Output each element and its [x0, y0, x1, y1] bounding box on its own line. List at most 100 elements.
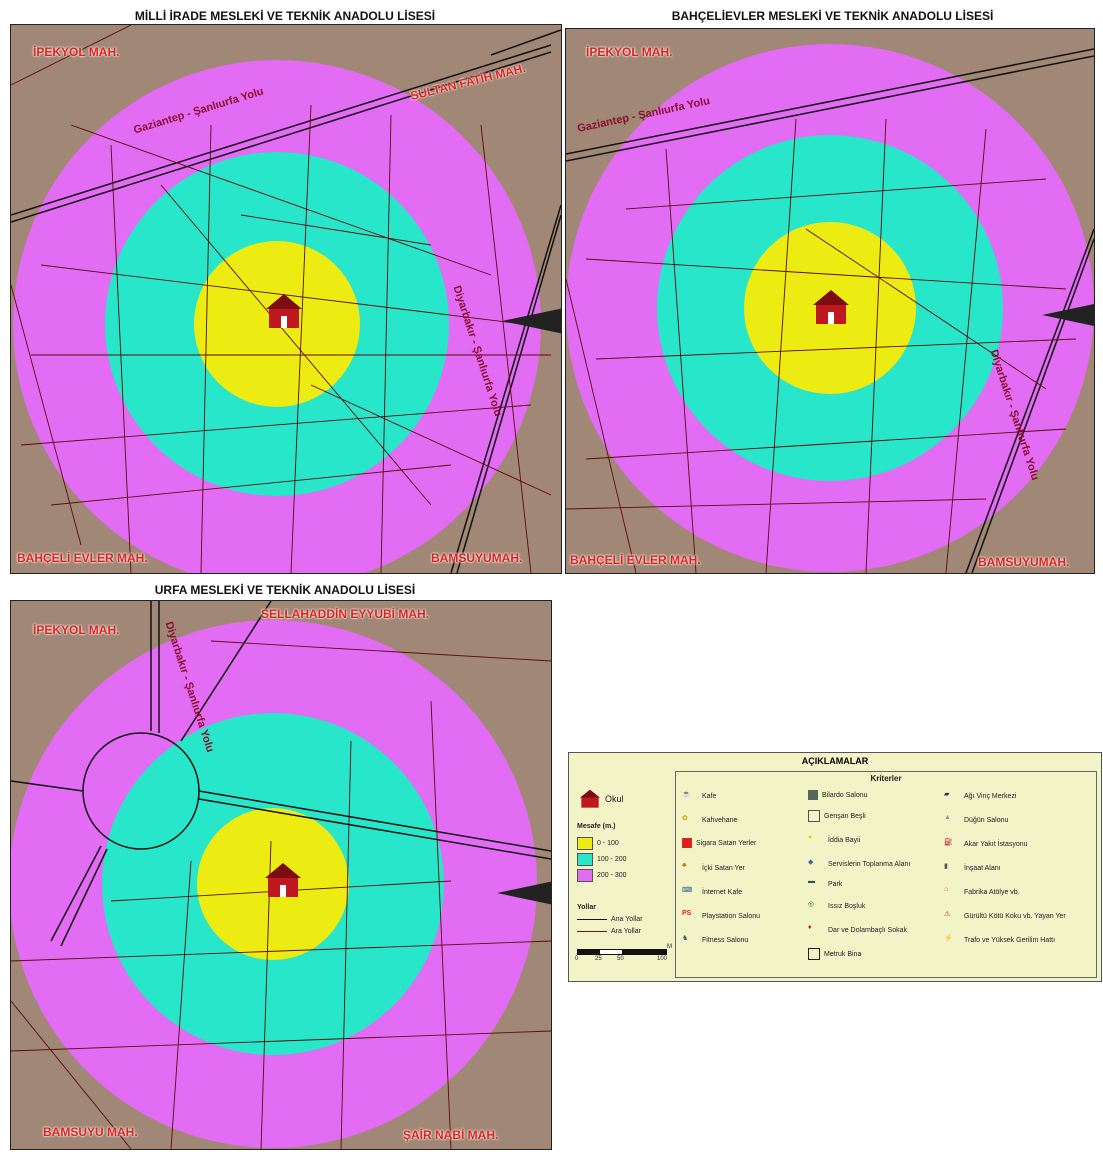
- distance-title: Mesafe (m.): [577, 823, 616, 830]
- mah-label: ŞAİR NABİ MAH.: [403, 1128, 499, 1142]
- minor-roads: [11, 25, 552, 573]
- legend-item-label: Düğün Salonu: [964, 816, 1009, 824]
- legend: AÇIKLAMALAR Okul Mesafe (m.) 0 - 100 100…: [568, 752, 1102, 982]
- mah-label: BAMSUYU MAH.: [43, 1125, 138, 1139]
- power-line-icon: ⚡: [944, 935, 953, 942]
- minor-roads: [11, 640, 551, 1149]
- legend-distance: 100 - 200: [577, 853, 627, 866]
- panel-title-2: BAHÇELİEVLER MESLEKİ VE TEKNİK ANADOLU L…: [671, 9, 994, 23]
- legend-item: ☕ Kafe: [682, 790, 716, 802]
- mah-label: BAMSUYUMAH.: [431, 551, 523, 565]
- legend-item-label: Bilardo Salonu: [822, 791, 868, 799]
- scale-bar: [577, 949, 667, 955]
- scale-tick: 50: [617, 956, 624, 962]
- narrow-street-icon: ♦: [808, 924, 812, 931]
- school-icon: [813, 290, 849, 324]
- legend-item: ⚠ Gürültü Kötü Koku vb. Yayan Yer: [944, 910, 1066, 922]
- map-panel-2: İPEKYOL MAH. BAHÇELİ EVLER MAH. BAMSUYUM…: [565, 28, 1095, 574]
- scale-tick: 100: [657, 956, 668, 962]
- road-type-label: Ara Yollar: [611, 928, 641, 935]
- legend-item: ▰ Ağı Vinç Merkezi: [944, 790, 1016, 802]
- scale-tick: 0: [575, 956, 579, 962]
- legend-item: ♞ Fitness Salonu: [682, 934, 748, 946]
- map-panel-3: İPEKYOL MAH. SELLAHADDİN EYYUBİ MAH. BAM…: [10, 600, 552, 1150]
- legend-item-label: Fitness Salonu: [702, 936, 749, 944]
- legend-item-label: Gürültü Kötü Koku vb. Yayan Yer: [964, 912, 1066, 920]
- cup-icon: ☕: [682, 791, 691, 798]
- legend-item: ♣ İçki Satan Yer: [682, 862, 745, 874]
- distance-label: 100 - 200: [597, 856, 627, 863]
- legend-item: ▮ İnşaat Alanı: [944, 862, 1001, 874]
- park-icon: ▬: [808, 878, 815, 885]
- legend-item-label: Genşan Beşli: [824, 812, 866, 820]
- legend-item-label: Kahvehane: [702, 816, 738, 824]
- legend-item: ◎ Issız Boşluk: [808, 900, 865, 912]
- distance-label: 0 - 100: [597, 840, 619, 847]
- wedding-hall-icon: ▲: [944, 814, 951, 821]
- fitness-icon: ♞: [682, 935, 689, 942]
- legend-item-label: Fabrika Atölye vb.: [964, 888, 1020, 896]
- legend-item: ⌂ Fabrika Atölye vb.: [944, 886, 1020, 898]
- legend-item: PS Playstation Salonu: [682, 910, 760, 922]
- mah-label: BAHÇELİ EVLER MAH.: [17, 551, 148, 565]
- legend-road: Ara Yollar: [577, 928, 641, 935]
- legend-item-label: İçki Satan Yer: [702, 864, 745, 872]
- compass-icon: [1042, 304, 1094, 326]
- main-roads: [11, 601, 551, 947]
- mah-label: SELLAHADDİN EYYUBİ MAH.: [261, 607, 430, 621]
- compass-icon: [502, 308, 561, 334]
- legend-item: ▲ Düğün Salonu: [944, 814, 1008, 826]
- legend-item-label: İnternet Kafe: [702, 888, 743, 896]
- minor-roads: [566, 118, 1077, 573]
- map-2-canvas: [566, 44, 1094, 573]
- factory-icon: ⌂: [944, 886, 949, 893]
- empty-space-icon: ◎: [808, 901, 815, 908]
- legend-item: Bilardo Salonu: [808, 790, 868, 800]
- mah-label: İPEKYOL MAH.: [586, 45, 673, 59]
- legend-criteria: Kriterler ☕ Kafe ✿ Kahvehane Sigara Satan …: [675, 771, 1097, 978]
- legend-item-label: Sigara Satan Yerler: [696, 839, 757, 847]
- legend-item-label: Ağı Vinç Merkezi: [964, 792, 1017, 800]
- legend-distance: 0 - 100: [577, 837, 619, 850]
- betting-icon: [808, 810, 820, 822]
- legend-item-label: Servislerin Toplanma Alanı: [828, 860, 911, 868]
- school-icon: [580, 789, 600, 808]
- construction-icon: ▮: [944, 863, 948, 870]
- legend-title: AÇIKLAMALAR: [801, 756, 869, 766]
- panel-title-1: MİLLİ İRADE MESLEKİ VE TEKNİK ANADOLU Lİ…: [134, 9, 436, 23]
- legend-item-label: Trafo ve Yüksek Gerilim Hattı: [964, 936, 1056, 944]
- panel-title-3: URFA MESLEKİ VE TEKNİK ANADOLU LİSESİ: [154, 583, 416, 597]
- legend-item-label: Playstation Salonu: [702, 912, 760, 920]
- crane-icon: ▰: [944, 791, 950, 798]
- legend-road: Ana Yollar: [577, 916, 643, 923]
- legend-item: ⛽ Akar Yakıt İstasyonu: [944, 838, 1028, 850]
- legend-item: ● İddia Bayii: [808, 834, 860, 846]
- fuel-station-icon: ⛽: [944, 839, 953, 846]
- legend-school-label: Okul: [605, 794, 624, 804]
- legend-item-label: Akar Yakıt İstasyonu: [964, 840, 1028, 848]
- map-3-canvas: [11, 601, 551, 1149]
- alcohol-icon: ♣: [682, 862, 687, 869]
- main-roads: [566, 48, 1094, 573]
- compass-icon: [497, 881, 551, 905]
- lottery-dot-icon: ●: [808, 834, 813, 841]
- billiard-icon: [808, 790, 818, 800]
- legend-item: Metruk Bina: [808, 948, 861, 960]
- legend-item-label: Metruk Bina: [824, 950, 862, 958]
- mah-label: İPEKYOL MAH.: [33, 45, 120, 59]
- legend-item-label: Kafe: [702, 792, 717, 800]
- road-type-label: Ana Yollar: [611, 916, 643, 923]
- playstation-icon: PS: [682, 910, 692, 917]
- legend-school: Okul: [579, 789, 624, 809]
- legend-item: ✿ Kahvehane: [682, 814, 737, 826]
- legend-item-label: İddia Bayii: [828, 836, 861, 844]
- roads-title: Yollar: [577, 904, 596, 911]
- map-panel-1: İPEKYOL MAH. SULTAN FATİH MAH. BAHÇELİ E…: [10, 24, 562, 574]
- legend-item-label: Issız Boşluk: [828, 902, 866, 910]
- legend-item: ♦ Dar ve Dolambaçlı Sokak: [808, 924, 907, 936]
- criteria-title: Kriterler: [870, 774, 902, 783]
- legend-left: Okul Mesafe (m.) 0 - 100 100 - 200 200 -…: [573, 771, 673, 976]
- abandoned-building-icon: [808, 948, 820, 960]
- mah-label: BAHÇELİ EVLER MAH.: [570, 553, 701, 567]
- scale-tick: 25: [595, 956, 602, 962]
